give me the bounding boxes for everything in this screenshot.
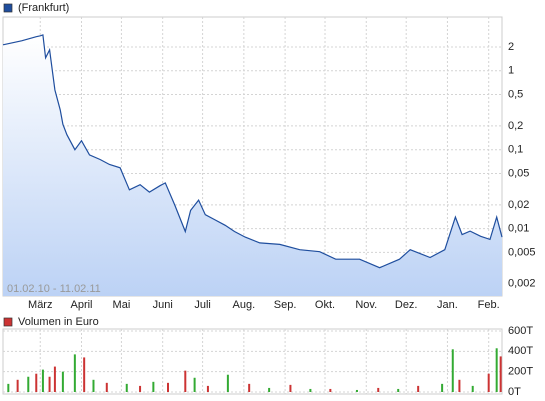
volume-bar — [125, 383, 128, 392]
y-tick-label: 2 — [508, 41, 514, 53]
volume-bar — [73, 354, 76, 392]
volume-bar — [206, 385, 209, 392]
volume-bar — [61, 371, 64, 392]
volume-bar — [83, 357, 86, 392]
y-tick-label: 1 — [508, 65, 514, 77]
volume-bar — [35, 373, 38, 392]
y-tick-label: 0,05 — [508, 167, 529, 179]
x-tick-label: Juni — [153, 299, 173, 311]
volume-bar — [487, 373, 490, 392]
volume-bar — [441, 383, 444, 392]
x-tick-label: März — [28, 299, 52, 311]
x-tick-label: Nov. — [355, 299, 377, 311]
volume-bar — [27, 376, 30, 392]
volume-bar — [309, 388, 312, 392]
volume-bar — [471, 385, 474, 392]
volume-bar — [268, 387, 271, 392]
x-tick-label: Sep. — [274, 299, 297, 311]
x-tick-label: Aug. — [233, 299, 256, 311]
y-tick-label: 0,005 — [508, 246, 536, 258]
volume-bar — [397, 388, 400, 392]
volume-bar — [451, 349, 454, 392]
volume-bar — [355, 389, 358, 392]
x-tick-label: Dez. — [395, 299, 418, 311]
y-tick-label: 0T — [508, 386, 521, 398]
range-label: 01.02.10 - 11.02.11 — [7, 283, 101, 295]
volume-bar — [16, 379, 19, 392]
volume-bar — [248, 383, 251, 392]
y-tick-label: 600T — [508, 325, 533, 337]
volume-bar — [193, 377, 196, 392]
legend-label: (Frankfurt) — [18, 2, 69, 14]
volume-bar — [105, 382, 108, 392]
volume-bar — [7, 383, 10, 392]
volume-bar — [41, 369, 44, 392]
y-tick-label: 0,1 — [508, 144, 523, 156]
y-tick-label: 0,002 — [508, 278, 536, 290]
price-line — [2, 34, 503, 269]
x-tick-label: Jan. — [437, 299, 458, 311]
volume-bar — [499, 356, 502, 392]
legend-label: Volumen in Euro — [18, 316, 99, 328]
x-tick-label: Feb. — [478, 299, 500, 311]
volume-bar — [329, 388, 332, 392]
volume-bar — [139, 385, 142, 392]
volume-bar — [167, 382, 170, 392]
x-tick-label: April — [71, 299, 93, 311]
volume-bar — [417, 385, 420, 392]
volume-bar — [495, 348, 498, 392]
volume-bar — [48, 376, 51, 392]
volume-bar — [226, 374, 229, 392]
y-tick-label: 0,02 — [508, 199, 529, 211]
volume-panel — [2, 328, 503, 395]
x-tick-label: Juli — [194, 299, 211, 311]
volume-bar — [458, 379, 461, 392]
volume-bar — [289, 384, 292, 392]
y-tick-label: 0,2 — [508, 120, 523, 132]
y-tick-label: 400T — [508, 345, 533, 357]
legend-swatch — [3, 317, 13, 327]
legend-swatch — [3, 3, 13, 13]
price-area — [3, 34, 502, 297]
volume-bar — [377, 387, 380, 392]
x-tick-label: Mai — [113, 299, 131, 311]
volume-bar — [184, 370, 187, 392]
y-tick-label: 200T — [508, 366, 533, 378]
volume-bar — [53, 366, 56, 392]
x-tick-label: Okt. — [315, 299, 335, 311]
y-tick-label: 0,5 — [508, 88, 523, 100]
volume-bar — [92, 379, 95, 392]
y-tick-label: 0,01 — [508, 223, 529, 235]
volume-bar — [152, 381, 155, 392]
